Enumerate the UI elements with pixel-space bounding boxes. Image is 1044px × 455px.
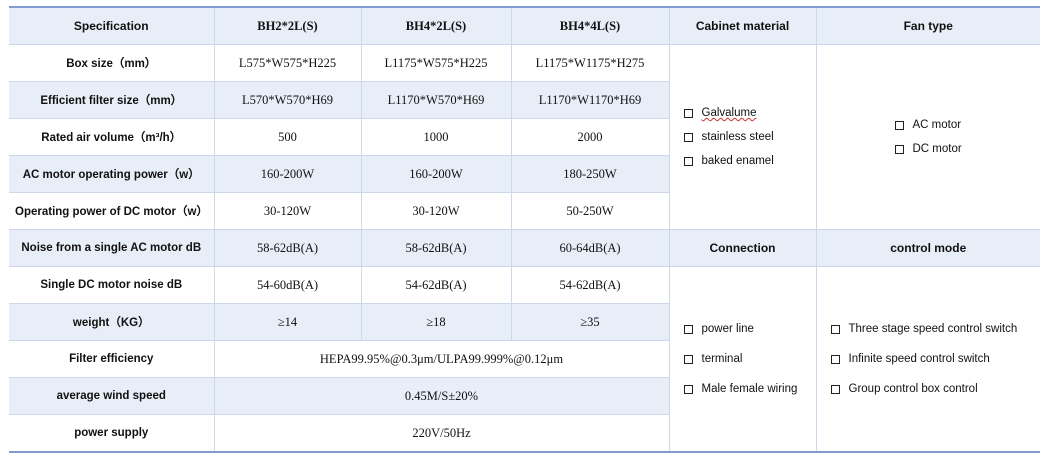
option-item: DC motor xyxy=(894,143,1035,155)
row-label: Single DC motor noise dB xyxy=(9,266,215,304)
cell-value: L1170*W570*H69 xyxy=(360,81,512,119)
header-fan-type: Fan type xyxy=(815,6,1040,45)
cell-value: 60-64dB(A) xyxy=(510,229,670,267)
table-row: weight（KG） ≥14 ≥18 ≥35 xyxy=(9,303,1040,341)
option-label: terminal xyxy=(701,353,743,365)
control-mode-options: Three stage speed control switch Infinit… xyxy=(815,266,1040,453)
row-label: weight（KG） xyxy=(9,303,215,341)
cell-value: 220V/50Hz xyxy=(213,414,669,453)
row-label: Noise from a single AC motor dB xyxy=(9,229,215,267)
row-label: Rated air volume（m³/h） xyxy=(9,118,215,156)
header-connection: Connection xyxy=(668,229,817,267)
option-item: Galvalume xyxy=(683,107,810,119)
option-item: stainless steel xyxy=(683,131,810,143)
cell-value: 160-200W xyxy=(213,155,362,193)
option-label: Group control box control xyxy=(848,383,978,395)
cell-value: 0.45M/S±20% xyxy=(213,377,669,415)
table-row: Box size（mm） L575*W575*H225 L1175*W575*H… xyxy=(9,44,1040,230)
cell-value: 54-62dB(A) xyxy=(360,266,512,304)
checkbox-icon xyxy=(683,354,693,364)
checkbox-icon xyxy=(830,354,840,364)
cell-value: ≥18 xyxy=(360,303,512,341)
checkbox-icon xyxy=(894,120,904,130)
cell-value: 180-250W xyxy=(510,155,669,193)
row-label: Box size（mm） xyxy=(9,44,215,82)
option-item: terminal xyxy=(683,353,810,365)
row-label: Operating power of DC motor（w） xyxy=(9,192,215,230)
table-row: AC motor operating power（w） 160-200W 160… xyxy=(9,155,1040,193)
cell-value: 54-60dB(A) xyxy=(213,266,362,304)
header-cabinet-material: Cabinet material xyxy=(668,6,817,45)
cell-value: 500 xyxy=(213,118,362,156)
table-row: Single DC motor noise dB 54-60dB(A) 54-6… xyxy=(9,266,1040,453)
spec-table: Specification BH2*2L(S) BH4*2L(S) BH4*4L… xyxy=(9,6,1040,453)
option-label: AC motor xyxy=(912,119,962,131)
cell-value: L1175*W1175*H275 xyxy=(510,44,670,82)
checkbox-icon xyxy=(683,132,693,142)
cell-value: 58-62dB(A) xyxy=(360,229,512,267)
connection-options: power line terminal Male female wiring xyxy=(668,266,817,453)
table-row: Noise from a single AC motor dB 58-62dB(… xyxy=(9,229,1040,267)
table-row: power supply 220V/50Hz xyxy=(9,414,1040,453)
option-item: baked enamel xyxy=(683,155,810,167)
cell-value: HEPA99.95%@0.3μm/ULPA99.999%@0.12μm xyxy=(213,340,669,378)
option-label: baked enamel xyxy=(701,155,774,167)
table-row: average wind speed 0.45M/S±20% xyxy=(9,377,1040,415)
option-label: DC motor xyxy=(912,143,962,155)
row-label: power supply xyxy=(9,414,215,453)
checkbox-icon xyxy=(830,324,840,334)
option-label: Three stage speed control switch xyxy=(848,323,1018,335)
row-label: Efficient filter size（mm） xyxy=(9,81,215,119)
header-row: Specification BH2*2L(S) BH4*2L(S) BH4*4L… xyxy=(9,6,1040,45)
option-label: power line xyxy=(701,323,754,335)
checkbox-icon xyxy=(830,384,840,394)
header-control-mode: control mode xyxy=(815,229,1040,267)
cell-value: 2000 xyxy=(510,118,669,156)
option-item: power line xyxy=(683,323,810,335)
cell-value: 30-120W xyxy=(360,192,512,230)
table-row: Filter efficiency HEPA99.95%@0.3μm/ULPA9… xyxy=(9,340,1040,378)
cell-value: 54-62dB(A) xyxy=(510,266,670,304)
option-label: stainless steel xyxy=(701,131,774,143)
option-item: Infinite speed control switch xyxy=(830,353,1035,365)
cell-value: L1170*W1170*H69 xyxy=(510,81,669,119)
checkbox-icon xyxy=(683,108,693,118)
cell-value: ≥35 xyxy=(510,303,669,341)
cell-value: L570*W570*H69 xyxy=(213,81,362,119)
cell-value: 50-250W xyxy=(510,192,669,230)
option-label: Male female wiring xyxy=(701,383,798,395)
cell-value: L1175*W575*H225 xyxy=(360,44,512,82)
spec-table-container: Specification BH2*2L(S) BH4*2L(S) BH4*4L… xyxy=(9,6,1040,453)
option-item: AC motor xyxy=(894,119,1035,131)
cell-value: 30-120W xyxy=(213,192,362,230)
option-item: Three stage speed control switch xyxy=(830,323,1035,335)
header-model-3: BH4*4L(S) xyxy=(510,6,670,45)
cell-value: L575*W575*H225 xyxy=(213,44,362,82)
option-label: Infinite speed control switch xyxy=(848,353,990,365)
cell-value: 1000 xyxy=(360,118,512,156)
header-model-1: BH2*2L(S) xyxy=(213,6,362,45)
header-specification: Specification xyxy=(9,6,215,45)
row-label: AC motor operating power（w） xyxy=(9,155,215,193)
option-item: Group control box control xyxy=(830,383,1035,395)
fan-type-options: AC motor DC motor xyxy=(815,44,1040,230)
cell-value: 58-62dB(A) xyxy=(213,229,362,267)
option-label: Galvalume xyxy=(701,107,757,119)
header-model-2: BH4*2L(S) xyxy=(360,6,512,45)
cell-value: ≥14 xyxy=(213,303,362,341)
cell-value: 160-200W xyxy=(360,155,512,193)
checkbox-icon xyxy=(683,156,693,166)
table-row: Rated air volume（m³/h） 500 1000 2000 xyxy=(9,118,1040,156)
checkbox-icon xyxy=(683,324,693,334)
row-label: Filter efficiency xyxy=(9,340,215,378)
cabinet-material-options: Galvalume stainless steel baked enamel xyxy=(668,44,817,230)
row-label: average wind speed xyxy=(9,377,215,415)
checkbox-icon xyxy=(894,144,904,154)
checkbox-icon xyxy=(683,384,693,394)
option-item: Male female wiring xyxy=(683,383,810,395)
